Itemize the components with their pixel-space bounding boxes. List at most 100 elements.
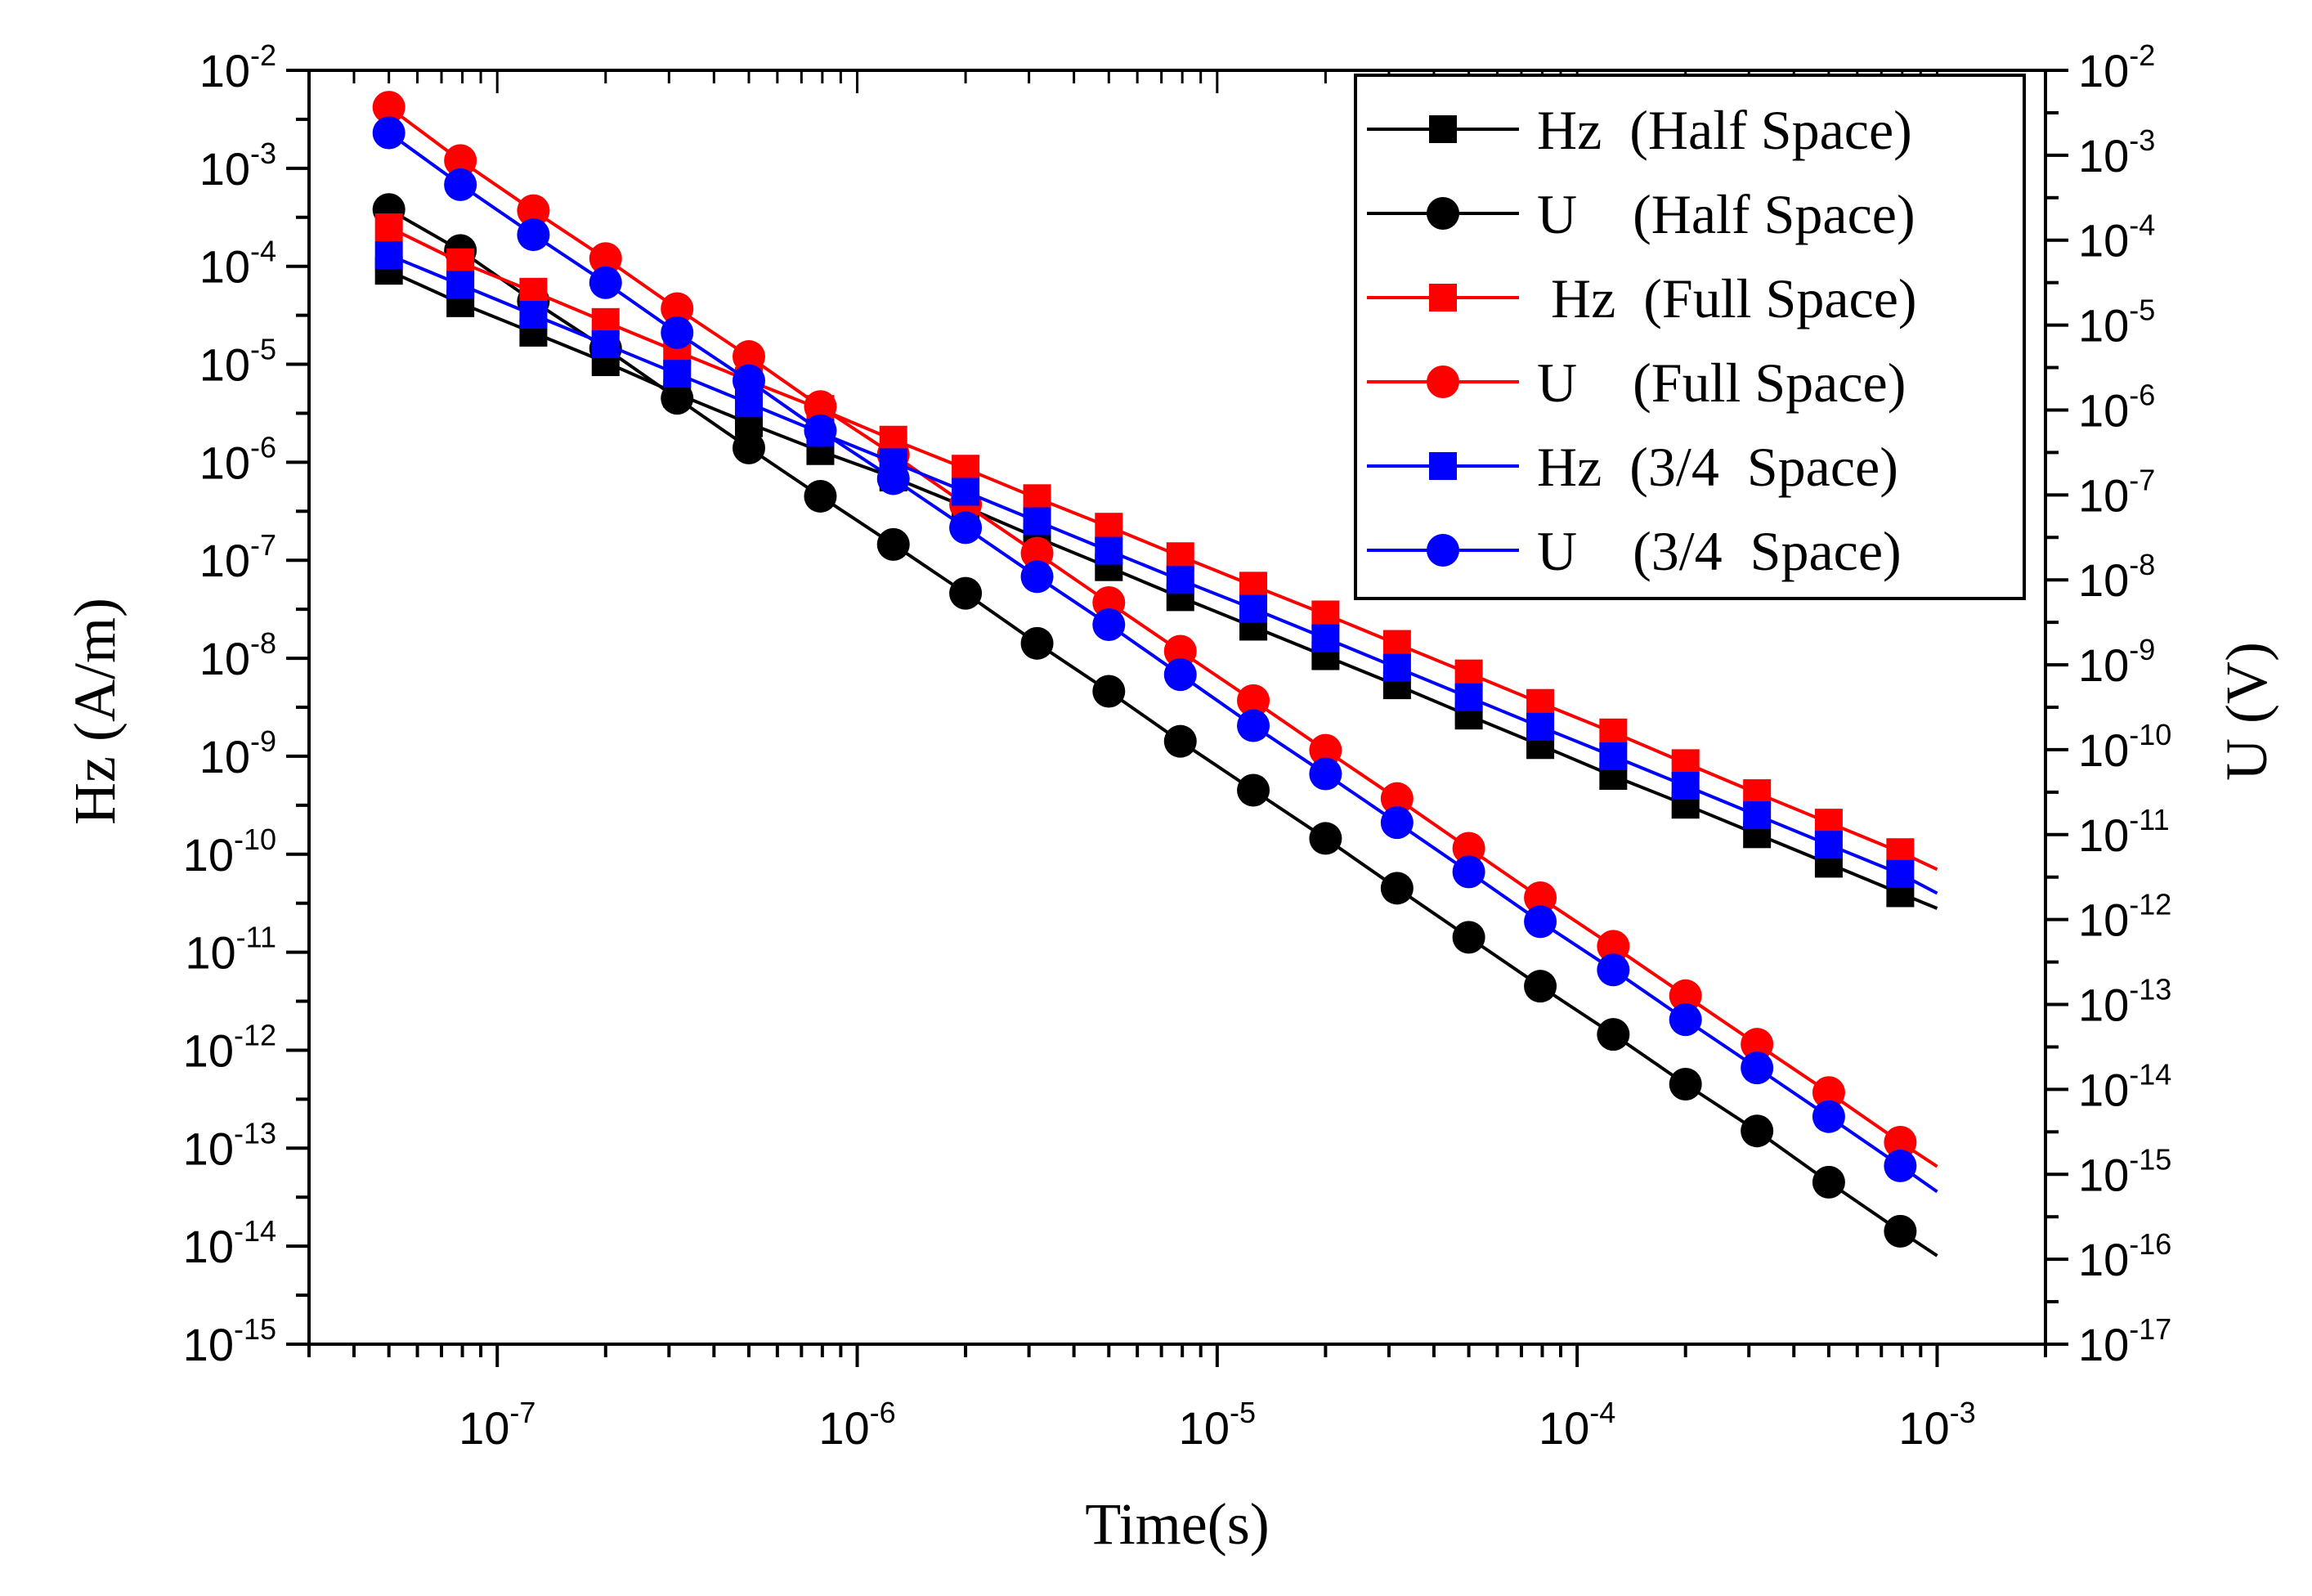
x-tick-label-exponent: -6	[870, 1396, 896, 1429]
data-point-circle	[804, 414, 837, 447]
y-right-tick-label-base: 10	[2078, 469, 2129, 521]
x-tick-label-exponent: -7	[509, 1396, 535, 1429]
data-point-circle	[1884, 1149, 1917, 1182]
data-point-square	[1023, 507, 1051, 536]
y-right-tick-label-base: 10	[2078, 894, 2129, 946]
y-right-tick-label-exponent: -7	[2129, 463, 2155, 496]
series-layer	[372, 91, 1938, 1258]
legend-frame	[1354, 74, 2026, 600]
legend-entry: U (Half Space)	[1367, 183, 1915, 245]
y-left-tick-label-exponent: -6	[250, 430, 276, 464]
y-right-tick-label: 10-3	[2078, 123, 2155, 182]
y-left-tick-label-exponent: -3	[250, 137, 276, 170]
data-point-square	[591, 330, 620, 359]
y-left-tick-label: 10-2	[199, 38, 276, 96]
y-right-tick-label-exponent: -13	[2129, 973, 2171, 1006]
data-point-circle	[1380, 806, 1414, 840]
series-5	[372, 116, 1938, 1194]
data-point-circle	[1597, 953, 1630, 987]
y-right-tick-label: 10-7	[2078, 463, 2155, 521]
data-point-square	[374, 213, 403, 242]
legend-marker-circle	[1427, 365, 1459, 398]
legend-entry: Hz (3/4 Space)	[1367, 436, 1898, 498]
y-right-tick-label: 10-15	[2078, 1142, 2171, 1200]
y-left-tick-label-base: 10	[185, 927, 235, 979]
data-point-square	[1095, 513, 1123, 541]
y-right-tick-label-base: 10	[2078, 1319, 2129, 1370]
y-left-tick-label: 10-4	[199, 235, 276, 293]
y-right-tick-label-base: 10	[2078, 554, 2129, 606]
y-left-tick-label: 10-15	[183, 1312, 276, 1370]
x-tick-label-base: 10	[1179, 1402, 1230, 1454]
y-left-tick-label: 10-8	[199, 626, 276, 684]
data-point-square	[1743, 801, 1772, 830]
data-point-circle	[1452, 855, 1485, 889]
legend-label: U (Full Space)	[1537, 352, 1906, 414]
y-right-tick-label: 10-14	[2078, 1057, 2171, 1115]
data-point-circle	[372, 116, 405, 150]
data-point-circle	[1812, 1165, 1845, 1199]
legend-entry: Hz (Full Space)	[1367, 267, 1917, 330]
legend-entry: U (Full Space)	[1367, 352, 1906, 414]
data-point-square	[1599, 718, 1628, 746]
data-point-square	[1526, 712, 1555, 741]
y-left-tick-label-base: 10	[199, 241, 250, 293]
legend-label: Hz (Full Space)	[1537, 267, 1917, 330]
y-right-tick-label: 10-9	[2078, 633, 2155, 691]
y-right-tick-label-base: 10	[2078, 809, 2129, 861]
data-point-circle	[949, 576, 983, 610]
y-right-tick-label-base: 10	[2078, 45, 2129, 96]
legend-label: U (Half Space)	[1537, 183, 1915, 245]
y-left-tick-label-base: 10	[183, 1024, 234, 1076]
data-point-circle	[1020, 536, 1054, 570]
data-point-circle	[444, 144, 477, 177]
legend-marker-circle	[1427, 197, 1459, 230]
data-point-circle	[1812, 1100, 1845, 1133]
y-left-tick-label: 10-7	[199, 528, 276, 586]
data-point-circle	[1741, 1028, 1774, 1061]
data-point-circle	[1092, 675, 1126, 708]
data-point-circle	[1597, 1018, 1630, 1051]
x-tick-label-base: 10	[1539, 1402, 1589, 1454]
y-right-tick-label-exponent: -5	[2129, 294, 2155, 327]
data-point-circle	[1020, 560, 1054, 594]
y-right-tick-label: 10-10	[2078, 718, 2171, 776]
y-right-tick-label-base: 10	[2078, 1064, 2129, 1115]
y-left-tick-label-base: 10	[183, 829, 234, 881]
data-point-square	[1166, 566, 1194, 594]
data-point-circle	[1309, 822, 1342, 855]
data-point-circle	[949, 511, 983, 545]
data-point-circle	[517, 218, 550, 252]
y-left-tick-label-base: 10	[183, 1319, 234, 1370]
data-point-circle	[1669, 1068, 1702, 1101]
x-tick-label-base: 10	[818, 1402, 869, 1454]
y-left-tick-label-exponent: -2	[250, 38, 276, 72]
data-point-circle	[876, 462, 910, 495]
y-right-tick-label: 10-5	[2078, 294, 2155, 352]
data-point-circle	[1163, 658, 1197, 692]
y-right-tick-label-exponent: -6	[2129, 378, 2155, 411]
y-right-tick-label-exponent: -4	[2129, 208, 2155, 242]
y-right-tick-label-exponent: -3	[2129, 123, 2155, 157]
y-right-tick-label-exponent: -9	[2129, 633, 2155, 666]
legend-label: U (3/4 Space)	[1537, 520, 1902, 582]
y-right-tick-label-base: 10	[2078, 1149, 2129, 1200]
data-point-circle	[1597, 930, 1630, 963]
data-point-circle	[1524, 970, 1557, 1003]
y-right-tick-label: 10-17	[2078, 1312, 2171, 1370]
y-right-tick-label-exponent: -11	[2129, 803, 2169, 836]
y-left-tick-label-exponent: -8	[250, 626, 276, 660]
y-left-tick-label-exponent: -14	[234, 1214, 276, 1248]
data-point-square	[1095, 536, 1123, 565]
y-right-tick-label-exponent: -15	[2129, 1142, 2171, 1176]
data-point-circle	[1741, 1114, 1774, 1148]
legend-label: Hz (3/4 Space)	[1537, 436, 1898, 498]
data-point-circle	[1380, 872, 1414, 905]
y-right-tick-label: 10-11	[2078, 803, 2170, 861]
data-point-square	[663, 360, 692, 388]
data-point-square	[1311, 600, 1340, 629]
y-left-tick-label-base: 10	[199, 339, 250, 391]
y-left-tick-label-exponent: -4	[250, 235, 276, 268]
y-right-tick-label-exponent: -14	[2129, 1057, 2171, 1091]
